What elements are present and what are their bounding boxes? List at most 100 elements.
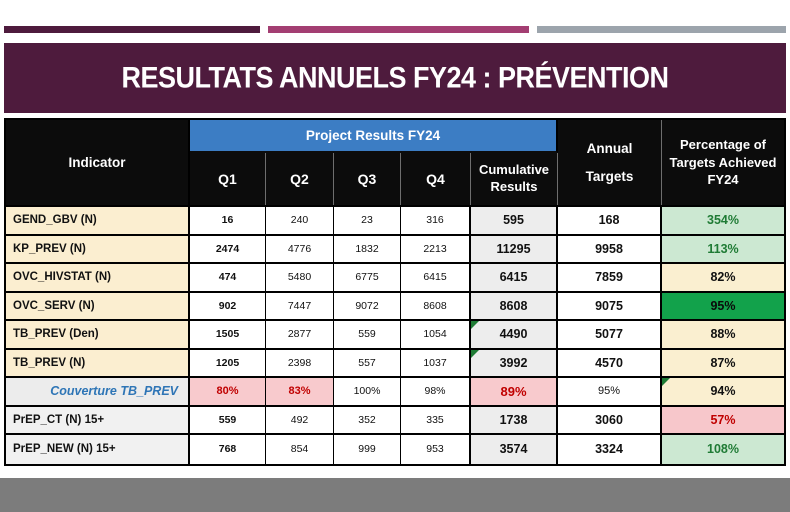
q3-cell: 1832 [334,235,401,262]
q2-cell: 854 [266,435,334,464]
column-header-q2: Q2 [266,153,334,205]
q2-cell: 2877 [266,321,334,348]
q2-cell: 492 [266,406,334,433]
cumulative-cell: 8608 [471,292,558,319]
pct-achieved-cell: 354% [662,207,784,234]
column-header-q1: Q1 [190,153,266,205]
column-header-q4: Q4 [401,153,471,205]
footer-band [0,478,790,512]
q3-cell: 6775 [334,264,401,291]
table-row-couverture-tb-prev: Couverture TB_PREV 80% 83% 100% 98% 89% … [6,378,784,407]
table-row-kp-prev: KP_PREV (N) 2474 4776 1832 2213 11295 99… [6,235,784,264]
cumulative-cell: 4490 [471,321,558,348]
q1-cell: 16 [190,207,266,234]
annual-targets-line1: Annual [586,141,633,156]
table-row-tb-prev-den: TB_PREV (Den) 1505 2877 559 1054 4490 50… [6,321,784,350]
column-group-project-results: Project Results FY24 [190,120,558,153]
q2-cell: 4776 [266,235,334,262]
table-row-prep-new: PrEP_NEW (N) 15+ 768 854 999 953 3574 33… [6,435,784,464]
table-row-ovc-serv: OVC_SERV (N) 902 7447 9072 8608 8608 907… [6,292,784,321]
cumulative-cell: 3574 [471,435,558,464]
column-header-cumulative: Cumulative Results [471,153,558,205]
q1-cell: 902 [190,292,266,319]
q3-cell: 100% [334,378,401,405]
annual-target-cell: 95% [558,378,662,405]
q1-cell: 1505 [190,321,266,348]
q4-cell: 335 [401,406,471,433]
cumulative-value: 4490 [499,327,528,342]
pct-achieved-cell: 87% [662,349,784,376]
indicator-cell: GEND_GBV (N) [6,207,190,234]
comment-marker-icon [471,349,479,358]
pct-achieved-cell: 57% [662,406,784,433]
q4-cell: 316 [401,207,471,234]
slide-title: RESULTATS ANNUELS FY24 : PRÉVENTION [121,61,669,94]
q1-cell: 1205 [190,349,266,376]
q3-cell: 23 [334,207,401,234]
q1-cell: 768 [190,435,266,464]
q2-cell: 2398 [266,349,334,376]
pct-achieved-cell: 95% [662,292,784,319]
annual-target-cell: 4570 [558,349,662,376]
annual-target-cell: 3324 [558,435,662,464]
q1-cell: 80% [190,378,266,405]
cumulative-cell: 89% [471,378,558,405]
pct-achieved-cell: 88% [662,321,784,348]
pct-achieved-cell: 82% [662,264,784,291]
table-header: Indicator Project Results FY24 Q1 Q2 Q3 … [6,120,784,207]
q4-cell: 6415 [401,264,471,291]
indicator-cell: TB_PREV (Den) [6,321,190,348]
pct-achieved-cell: 94% [662,378,784,405]
annual-target-cell: 5077 [558,321,662,348]
column-header-indicator: Indicator [6,120,190,205]
annual-target-cell: 7859 [558,264,662,291]
pct-achieved-cell: 113% [662,235,784,262]
annual-target-cell: 9958 [558,235,662,262]
table-row-tb-prev-n: TB_PREV (N) 1205 2398 557 1037 3992 4570… [6,349,784,378]
q4-cell: 98% [401,378,471,405]
q4-cell: 953 [401,435,471,464]
q3-cell: 352 [334,406,401,433]
annual-target-cell: 3060 [558,406,662,433]
q2-cell: 5480 [266,264,334,291]
q3-cell: 9072 [334,292,401,319]
annual-targets-line2: Targets [585,169,634,184]
q2-cell: 83% [266,378,334,405]
q2-cell: 240 [266,207,334,234]
column-header-q3: Q3 [334,153,401,205]
q4-cell: 1037 [401,349,471,376]
cumulative-value: 3992 [499,355,528,370]
indicator-cell: TB_PREV (N) [6,349,190,376]
q1-cell: 2474 [190,235,266,262]
q3-cell: 557 [334,349,401,376]
pct-achieved-cell: 108% [662,435,784,464]
comment-marker-icon [471,321,479,329]
accent-bar-maroon [4,26,260,33]
indicator-cell: KP_PREV (N) [6,235,190,262]
table-row-gend-gbv: GEND_GBV (N) 16 240 23 316 595 168 354% [6,207,784,236]
cumulative-cell: 3992 [471,349,558,376]
indicator-cell: OVC_HIVSTAT (N) [6,264,190,291]
table-body: GEND_GBV (N) 16 240 23 316 595 168 354% … [6,207,784,464]
q4-cell: 1054 [401,321,471,348]
annual-target-cell: 9075 [558,292,662,319]
pct-achieved-value: 94% [710,384,736,399]
table-row-prep-ct: PrEP_CT (N) 15+ 559 492 352 335 1738 306… [6,406,784,435]
indicator-cell: Couverture TB_PREV [6,378,190,405]
cumulative-cell: 1738 [471,406,558,433]
title-banner: RESULTATS ANNUELS FY24 : PRÉVENTION [4,43,786,113]
results-table: Indicator Project Results FY24 Q1 Q2 Q3 … [4,118,786,466]
q4-cell: 8608 [401,292,471,319]
column-header-percentage-achieved: Percentage of Targets Achieved FY24 [669,137,777,188]
comment-marker-icon [662,378,670,386]
indicator-cell: PrEP_NEW (N) 15+ [6,435,190,464]
cumulative-cell: 595 [471,207,558,234]
q2-cell: 7447 [266,292,334,319]
q3-cell: 999 [334,435,401,464]
q1-cell: 474 [190,264,266,291]
q4-cell: 2213 [401,235,471,262]
accent-bar-pink [268,26,529,33]
cumulative-cell: 11295 [471,235,558,262]
column-header-annual-targets: Annual Targets [558,120,662,205]
indicator-cell: OVC_SERV (N) [6,292,190,319]
